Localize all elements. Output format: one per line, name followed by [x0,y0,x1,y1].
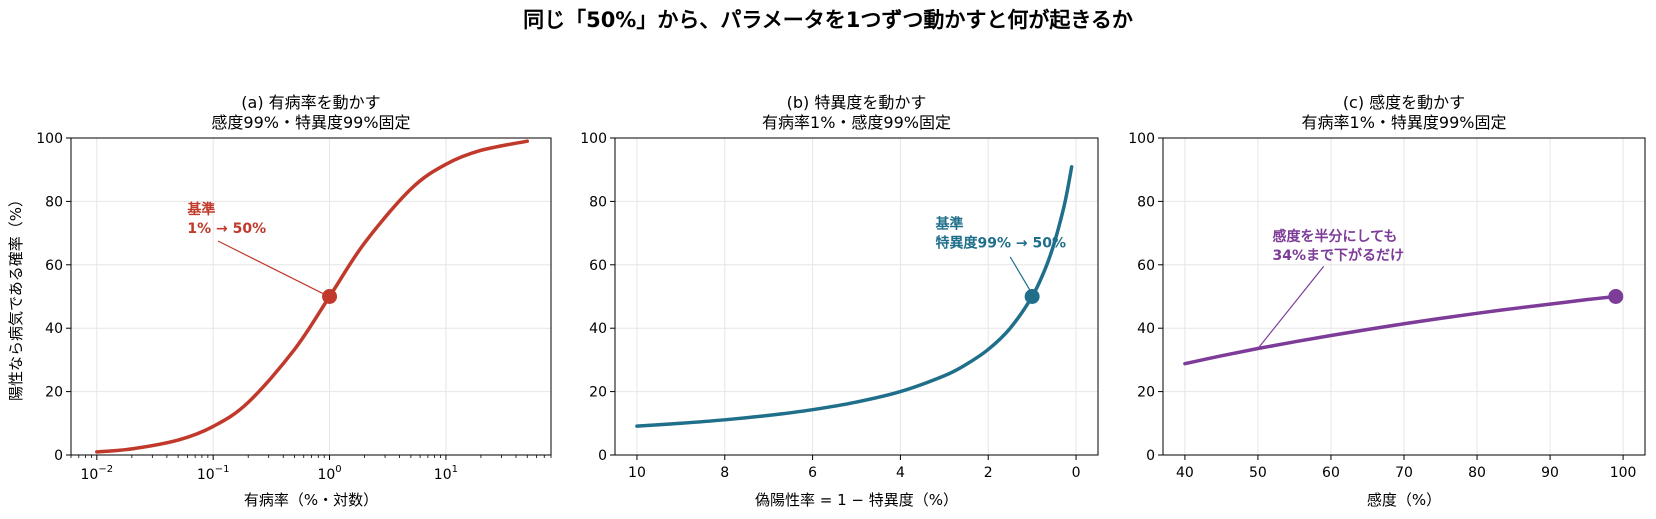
chart-panel-1: 10−2 10−1 100 101 0 20 40 60 80 100 (a) 有病率を動かす感度9… [7,93,552,509]
x-tick-label: 100 [317,464,341,483]
x-axis-label: 感度（%） [1367,491,1441,509]
y-tick-label: 20 [1137,385,1155,401]
annotation-arrow [1257,266,1325,349]
y-tick-label: 80 [1137,194,1155,210]
y-tick-label: 0 [1146,448,1155,464]
x-tick-label: 100 [1610,465,1637,481]
annotation-text: 特異度99% → 50% [936,234,1067,251]
x-axis-label: 有病率（%・対数） [244,491,378,509]
y-tick-label: 80 [589,194,607,210]
y-tick-label: 40 [45,321,63,337]
x-tick-label: 60 [1322,465,1340,481]
annotation-text: 感度を半分にしても [1273,228,1398,245]
y-tick-label: 20 [45,385,63,401]
panel-title: (a) 有病率を動かす [241,93,380,112]
x-tick-label: 90 [1541,465,1559,481]
panel-title: (c) 感度を動かす [1343,93,1465,112]
y-tick-label: 0 [598,448,607,464]
annotation-text: 1% → 50% [187,221,266,237]
annotation-text: 基準 [187,201,215,218]
y-tick-label: 60 [1137,258,1155,274]
x-tick-label: 6 [808,465,817,481]
annotation-arrow [217,240,328,297]
x-axis-label: 偽陽性率 = 1 − 特異度（%） [755,491,958,509]
x-tick-label: 8 [720,465,729,481]
annotation-text: 基準 [936,215,964,232]
x-tick-label: 80 [1468,465,1486,481]
y-tick-label: 60 [589,258,607,274]
x-tick-label: 2 [984,465,993,481]
annotation-text: 34%まで下がるだけ [1273,247,1405,264]
x-tick-label: 4 [896,465,905,481]
baseline-marker [322,289,338,304]
baseline-marker [1608,289,1624,304]
y-tick-label: 20 [589,385,607,401]
x-tick-label: 10−1 [197,464,230,483]
panel-subtitle: 有病率1%・感度99%固定 [762,113,951,132]
y-tick-label: 40 [1137,321,1155,337]
figure-title: 同じ「50%」から、パラメータを1つずつ動かすと何が起きるか [523,8,1133,32]
x-tick-label: 10−2 [81,464,114,483]
annotation-arrow [1009,256,1031,291]
series-line [95,139,529,454]
series-line [1183,294,1618,366]
y-tick-label: 60 [45,258,63,274]
plot-frame [70,137,552,456]
baseline-marker [1024,289,1040,304]
x-tick-label: 40 [1176,465,1194,481]
panel-subtitle: 感度99%・特異度99%固定 [211,113,410,132]
x-tick-label: 101 [434,464,458,483]
y-tick-label: 40 [589,321,607,337]
x-tick-label: 0 [1072,465,1081,481]
panel-title: (b) 特異度を動かす [787,93,927,112]
y-tick-label: 100 [1128,131,1155,147]
y-tick-label: 100 [580,131,607,147]
x-tick-label: 50 [1249,465,1267,481]
y-tick-label: 0 [54,448,63,464]
y-axis-label: 陽性なら病気である確率（%） [7,192,25,401]
chart-panel-3: 40 50 60 70 80 90 100 0 20 40 60 80 100 (c) 感度を動かす有病率… [1128,93,1646,509]
y-tick-label: 80 [45,194,63,210]
y-tick-label: 100 [36,131,63,147]
series-line [635,165,1074,428]
panel-subtitle: 有病率1%・特異度99%固定 [1302,113,1507,132]
plot-frame [614,137,1099,456]
x-tick-label: 10 [628,465,646,481]
x-tick-label: 70 [1395,465,1413,481]
